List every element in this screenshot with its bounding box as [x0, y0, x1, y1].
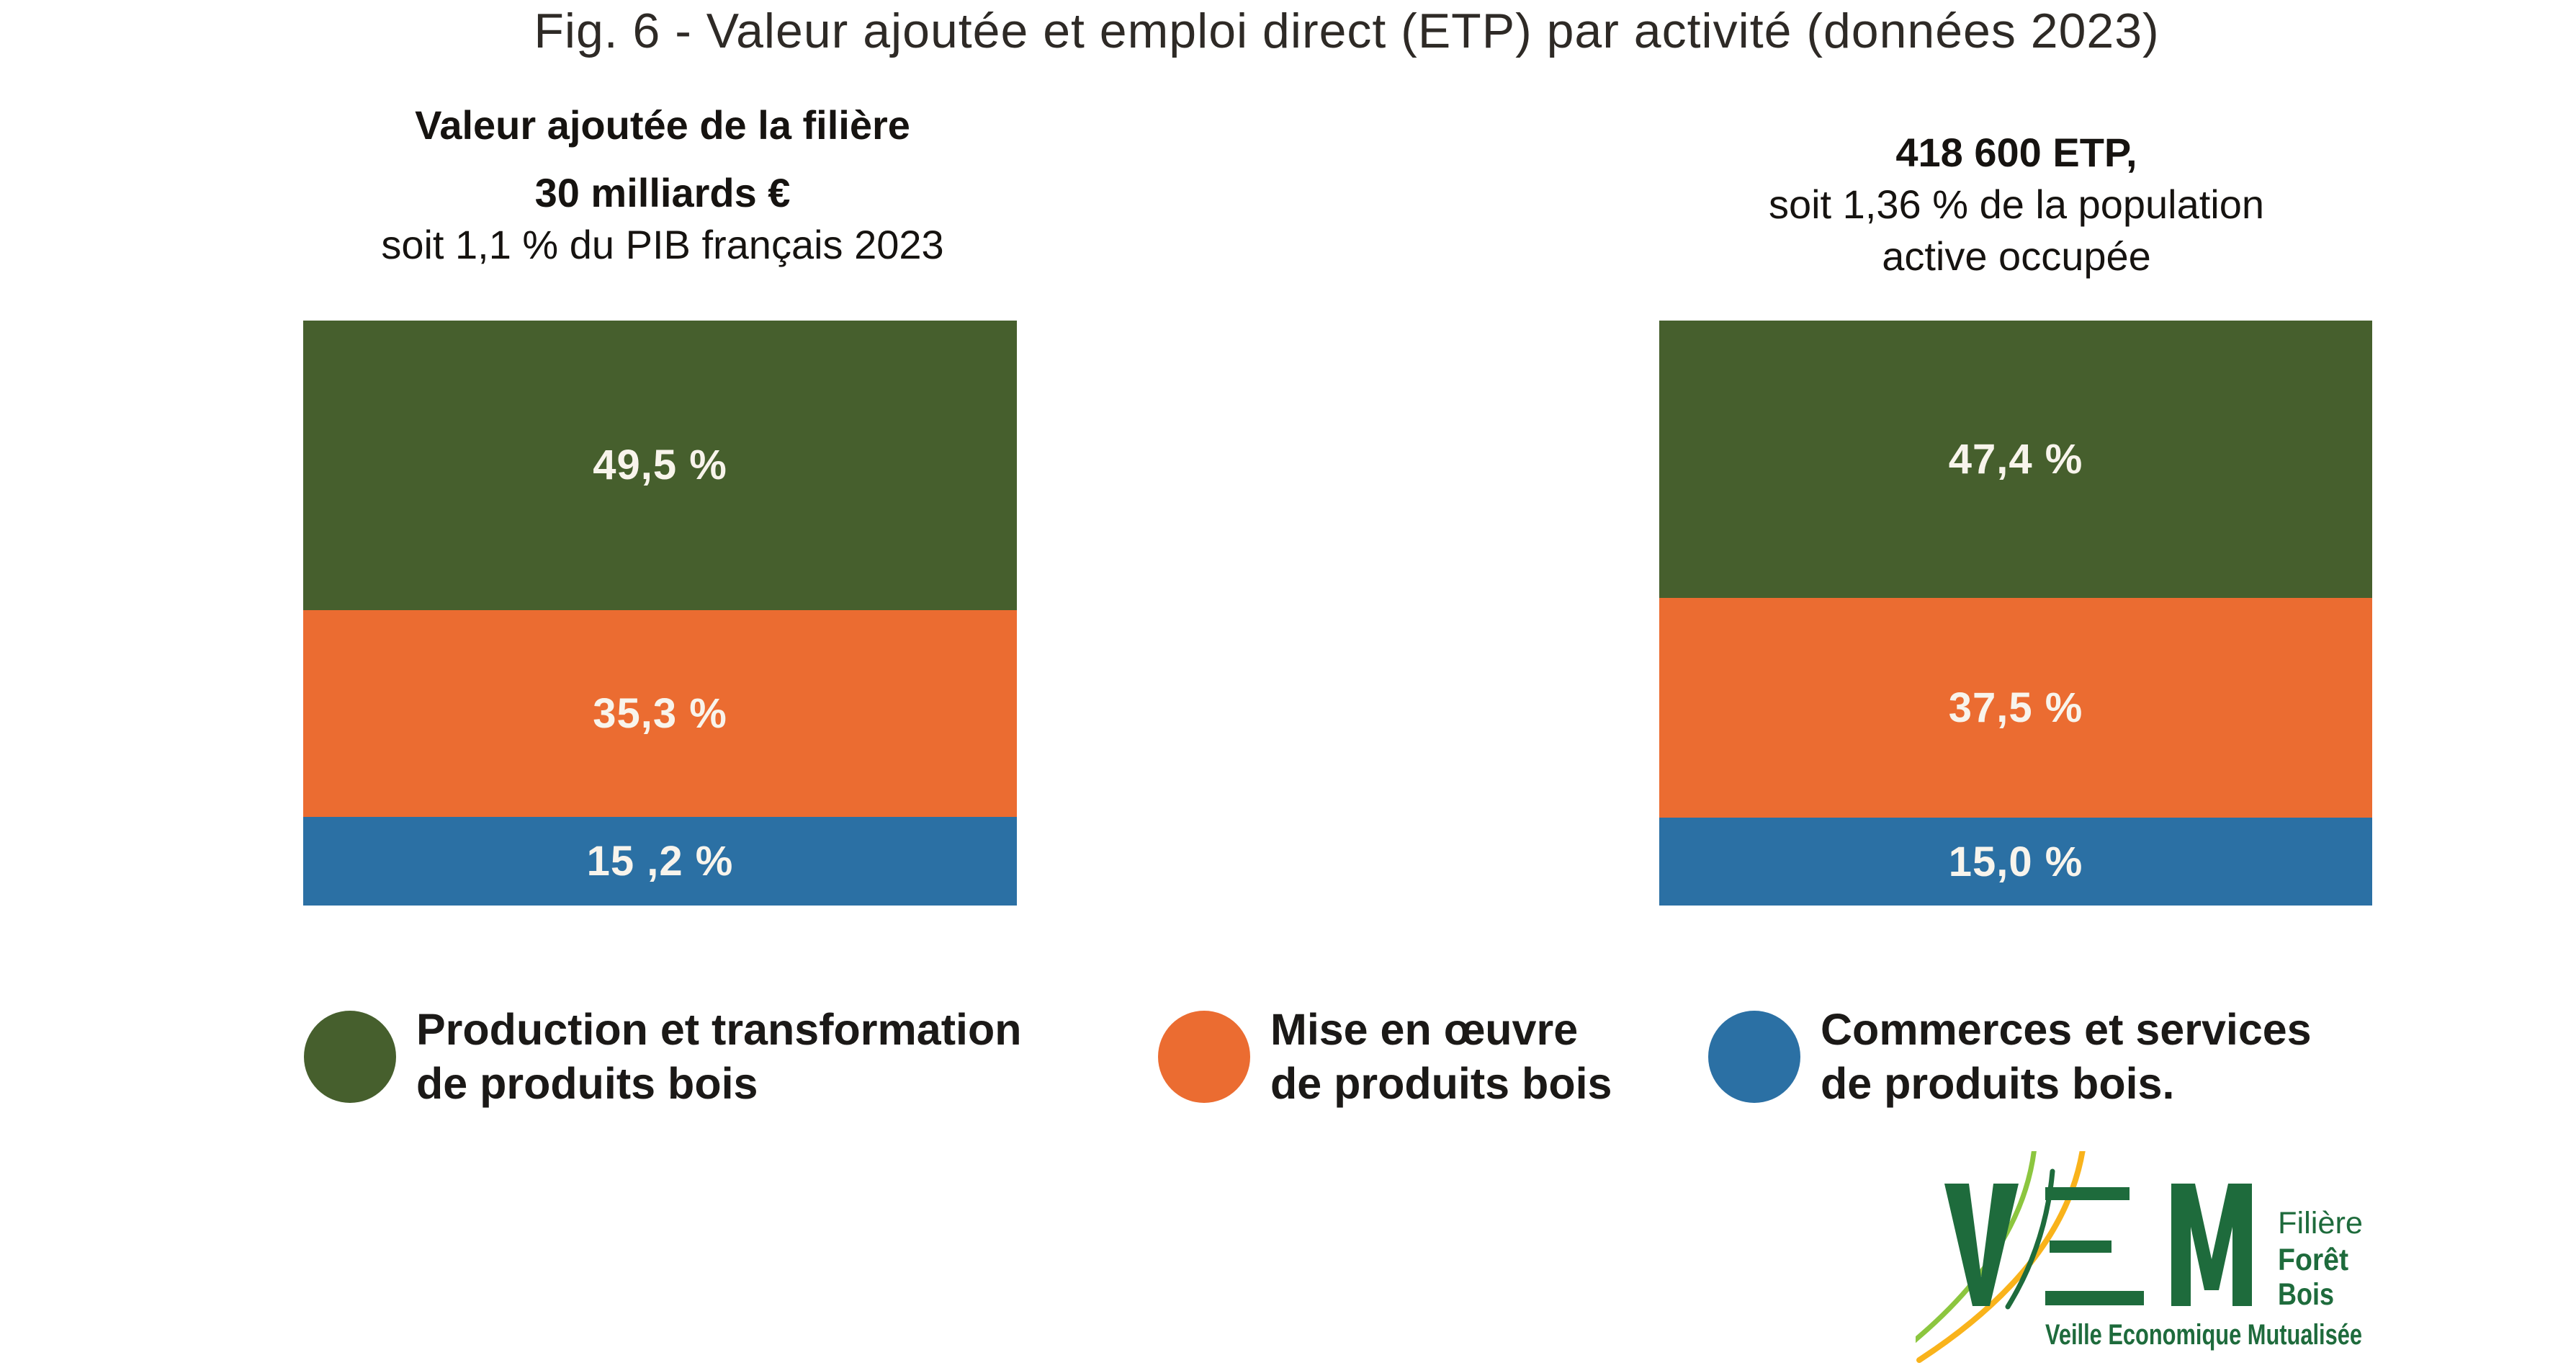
legend-label-commerces: Commerces et services de produits bois.: [1821, 1005, 2312, 1108]
logo-subtitle: Veille Economique Mutualisée: [2045, 1319, 2362, 1351]
logo-tagline-foret: Forêt: [2278, 1243, 2348, 1277]
legend-swatch-green-circle: [304, 1011, 396, 1103]
logo-tagline-bois: Bois: [2278, 1277, 2334, 1312]
logo-letter-m-icon: [2171, 1184, 2252, 1306]
segment-value-label: 49,5 %: [593, 442, 727, 489]
value-added-header-line2: 30 milliards €: [534, 170, 791, 215]
legend-item-production: Production et transformation de produits…: [304, 1003, 1021, 1111]
employment-header-line3: active occupée: [1882, 233, 2151, 279]
logo-letter-v-icon: [1944, 1184, 2019, 1306]
legend-swatch-blue-circle: [1708, 1011, 1800, 1103]
legend-label-mise-en-oeuvre: Mise en œuvre de produits bois: [1270, 1005, 1612, 1108]
legend-item-mise-en-oeuvre: Mise en œuvre de produits bois: [1158, 1003, 1612, 1111]
segment-employment-mise-en-oeuvre: 37,5 %: [1659, 598, 2372, 818]
legend-label-production: Production et transformation de produits…: [416, 1005, 1022, 1108]
logo-letter-e-mid-bar: [2050, 1240, 2111, 1253]
legend-swatch-orange-circle: [1158, 1011, 1250, 1103]
employment-header: 418 600 ETP, soit 1,36 % de la populatio…: [1656, 127, 2377, 282]
segment-value-added-production: 49,5 %: [303, 321, 1017, 610]
value-added-header-line1: Valeur ajoutée de la filière: [415, 102, 910, 148]
segment-value-label: 15 ,2 %: [586, 837, 734, 885]
segment-value-label: 47,4 %: [1948, 436, 2083, 483]
value-added-header-line3: soit 1,1 % du PIB français 2023: [381, 222, 944, 267]
segment-value-label: 37,5 %: [1948, 684, 2083, 732]
stacked-bar-employment: 47,4 % 37,5 % 15,0 %: [1659, 321, 2372, 906]
segment-value-label: 15,0 %: [1948, 838, 2083, 885]
stacked-bar-value-added: 49,5 % 35,3 % 15 ,2 %: [303, 321, 1017, 906]
employment-header-line1: 418 600 ETP,: [1895, 130, 2137, 175]
segment-employment-production: 47,4 %: [1659, 321, 2372, 599]
logo-letter-e-top-bar: [2045, 1187, 2130, 1200]
figure-title: Fig. 6 - Valeur ajoutée et emploi direct…: [534, 4, 2160, 58]
legend-item-commerces: Commerces et services de produits bois.: [1708, 1003, 2312, 1111]
segment-value-label: 35,3 %: [593, 689, 727, 737]
logo-tagline-filiere: Filière: [2278, 1206, 2363, 1240]
vem-logo: Filière Forêt Bois Veille Economique Mut…: [1916, 1151, 2363, 1363]
employment-header-line2: soit 1,36 % de la population: [1768, 182, 2265, 227]
segment-value-added-mise-en-oeuvre: 35,3 %: [303, 609, 1017, 817]
segment-employment-commerces: 15,0 %: [1659, 818, 2372, 906]
segment-value-added-commerces: 15 ,2 %: [303, 816, 1017, 906]
logo-letter-e-bottom-bar: [2045, 1291, 2144, 1305]
value-added-header: Valeur ajoutée de la filière 30 milliard…: [302, 99, 1023, 271]
